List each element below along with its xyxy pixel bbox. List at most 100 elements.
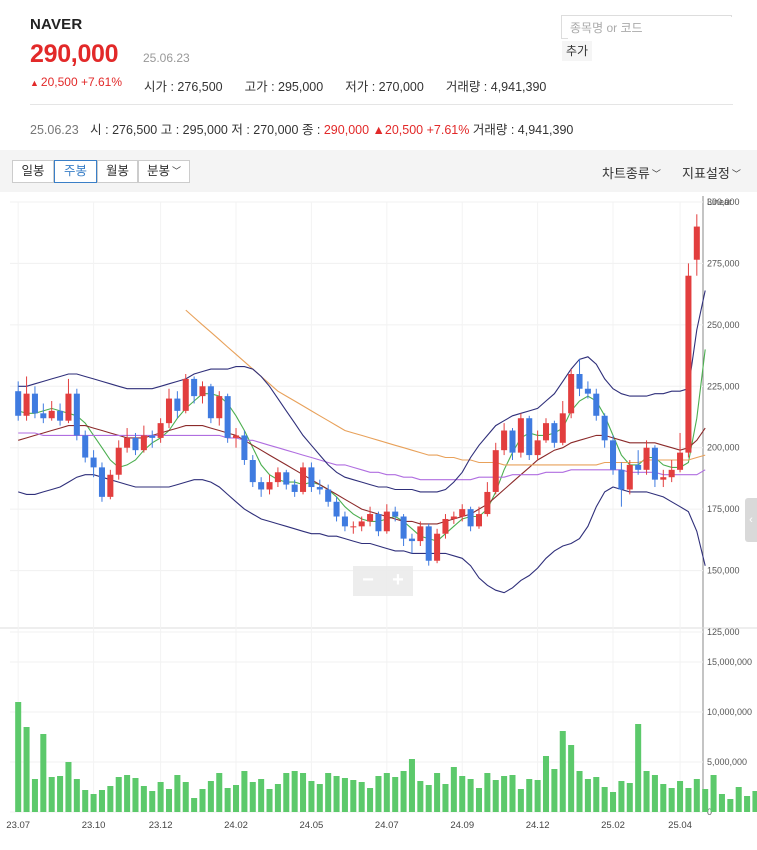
volume-bar (383, 773, 390, 812)
summary-high: 고 : 295,000 (160, 123, 228, 137)
y-tick-label: 150,000 (707, 566, 740, 576)
candle-body (434, 533, 441, 561)
chevron-left-icon: ‹ (749, 514, 753, 526)
candle-body (442, 518, 449, 534)
x-tick-label: 24.12 (526, 820, 550, 831)
volume-bar (408, 759, 415, 812)
candle-body (207, 386, 214, 419)
indicator-settings-menu[interactable]: 지표설정 ﹀ (682, 163, 741, 182)
series-line-bollinger-lower (18, 474, 706, 594)
x-tick-label: 24.05 (300, 820, 324, 831)
candle-body (31, 393, 38, 414)
stat-volume: 거래량 : 4,941,390 (445, 80, 547, 94)
tab-minute[interactable]: 분봉 ﹀ (138, 160, 190, 183)
chart-toolbar: 일봉 주봉 월봉 분봉 ﹀ 차트종류 ﹀ 지표설정 ﹀ (0, 150, 757, 192)
candle-body (400, 516, 407, 539)
zoom-out-button[interactable]: − (362, 569, 374, 591)
volume-bar (392, 777, 399, 812)
add-button[interactable]: 추가 (562, 41, 592, 61)
volume-bar (140, 786, 147, 812)
stock-header: NAVER 290,000 25.06.23 ▲ 20,500 +7.61% 시가… (0, 0, 757, 150)
volume-bar (341, 778, 348, 812)
summary-up-icon: ▲ (372, 123, 385, 137)
change-amount: 20,500 (40, 75, 78, 89)
stock-name: NAVER (30, 16, 83, 33)
zoom-in-button[interactable]: + (392, 569, 404, 591)
candle-body (568, 374, 575, 414)
candle-body (82, 435, 89, 458)
y-tick-label: 250,000 (707, 320, 740, 330)
volume-bar (73, 779, 80, 812)
volume-bar (375, 776, 382, 812)
volume-bar (115, 777, 122, 812)
volume-bar (501, 776, 508, 812)
candle-body (475, 514, 482, 527)
volume-bar (31, 779, 38, 812)
candle-body (358, 521, 365, 527)
summary-close-label: 종 : (301, 123, 324, 137)
side-panel-toggle[interactable]: ‹ (745, 498, 757, 542)
tab-weekly[interactable]: 주봉 (54, 160, 97, 183)
volume-bar (702, 789, 709, 812)
candle-body (601, 415, 608, 441)
volume-bar (174, 775, 181, 812)
candle-body (593, 393, 600, 416)
candle-body (425, 526, 432, 561)
stat-low: 저가 : 270,000 (345, 80, 424, 94)
up-triangle-icon: ▲ (30, 78, 39, 88)
candle-body (392, 511, 399, 517)
volume-bar (551, 769, 558, 812)
volume-bar (107, 786, 114, 812)
volume-bar (618, 781, 625, 812)
candle-body (140, 435, 147, 451)
candle-body (618, 469, 625, 490)
candle-body (23, 393, 30, 416)
chart-type-menu[interactable]: 차트종류 ﹀ (602, 163, 661, 182)
x-tick-label: 25.02 (601, 820, 625, 831)
candle-body (534, 440, 541, 456)
candle-body (333, 501, 340, 517)
tab-monthly[interactable]: 월봉 (97, 160, 138, 183)
candle-body (408, 538, 415, 542)
volume-bar (241, 771, 248, 812)
volume-bar (274, 784, 281, 812)
volume-bar (358, 782, 365, 812)
volume-bar (266, 789, 273, 812)
candle-body (174, 398, 181, 411)
scale-label: Linear (707, 197, 732, 207)
volume-bar (492, 780, 499, 812)
candle-body (375, 514, 382, 532)
candle-body (73, 393, 80, 436)
volume-bar (90, 794, 97, 812)
candle-body (224, 396, 231, 438)
tab-daily[interactable]: 일봉 (12, 160, 54, 183)
volume-bar (149, 791, 156, 812)
volume-bar (15, 702, 22, 812)
x-tick-label: 24.09 (450, 820, 474, 831)
volume-bar (82, 790, 89, 812)
volume-bar (517, 789, 524, 812)
volume-bar (40, 734, 47, 812)
volume-bar (48, 777, 55, 812)
candle-body (677, 452, 684, 470)
price-change: ▲ 20,500 +7.61% (30, 75, 122, 89)
volume-bar (434, 773, 441, 812)
candle-body (15, 391, 22, 416)
volume-bar (157, 782, 164, 812)
candle-body (350, 526, 357, 528)
stock-search-input[interactable] (568, 17, 732, 39)
volume-bar (65, 762, 72, 812)
volume-bar (568, 745, 575, 812)
candle-body (484, 491, 491, 515)
summary-low: 저 : 270,000 (231, 123, 299, 137)
candle-body (651, 447, 658, 480)
volume-tick-label: 5,000,000 (707, 757, 747, 767)
volume-bar (333, 776, 340, 812)
volume-bar (459, 776, 466, 812)
volume-bar (651, 775, 658, 812)
candle-body (383, 511, 390, 532)
summary-open: 시 : 276,500 (90, 123, 158, 137)
y-tick-label: 225,000 (707, 381, 740, 391)
summary-change-pct: +7.61% (426, 123, 470, 137)
